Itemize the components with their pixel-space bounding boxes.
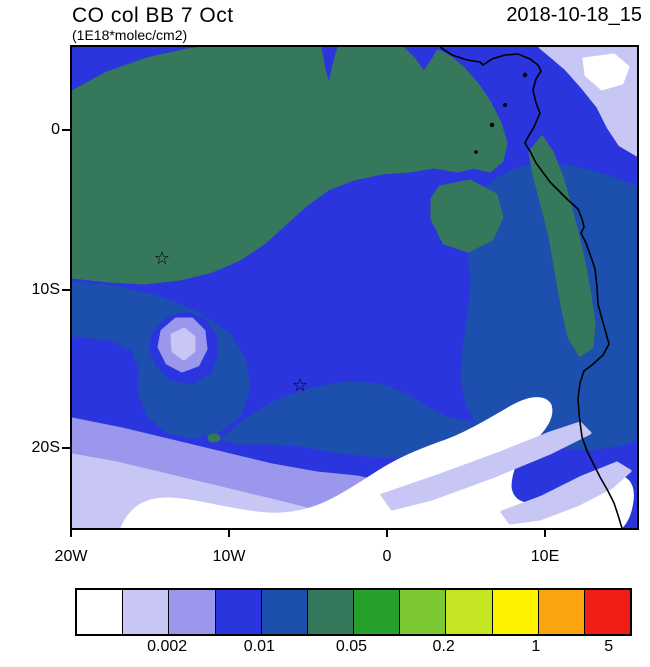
colorbar-cell: [77, 590, 124, 634]
contour-region-green-speck: [207, 433, 221, 443]
colorbar-cell: [307, 590, 355, 634]
colorbar-label: 0.002: [147, 638, 188, 655]
x-tick-label-10e: 10E: [530, 548, 560, 565]
map-frame: ☆ ☆: [70, 45, 639, 530]
contour-region-green-lobe: [430, 179, 504, 253]
contour-region-lavender-streak-1: [380, 421, 592, 511]
colorbar-cell: [169, 590, 216, 634]
y-axis-tick: [62, 129, 70, 131]
star-marker: ☆: [292, 375, 308, 396]
colorbar: [75, 588, 632, 636]
colorbar-labels: 0.002 0.01 0.05 0.2 1 5: [75, 638, 628, 658]
colorbar-label: 0.01: [243, 638, 275, 655]
y-axis-tick: [62, 289, 70, 291]
x-tick-label-0: 0: [382, 548, 392, 565]
island-dot: [489, 122, 495, 128]
colorbar-cell: [538, 590, 585, 634]
colorbar-label: 0.2: [432, 638, 455, 655]
y-tick-label-20s: 20S: [31, 439, 60, 456]
island-dot: [474, 150, 478, 154]
colorbar-cell: [261, 590, 308, 634]
colorbar-cell: [584, 590, 631, 634]
contour-region-lavender-streak-2: [500, 461, 632, 525]
colorbar-cell: [400, 590, 447, 634]
contour-region-swirl-lavender-core: [170, 327, 196, 361]
island-dot: [522, 72, 528, 78]
y-axis-tick: [62, 447, 70, 449]
y-tick-label-10s: 10S: [31, 281, 60, 298]
x-axis-tick: [70, 529, 72, 537]
colorbar-label: 1: [531, 638, 541, 655]
x-axis-tick: [228, 529, 230, 537]
page-title: CO col BB 7 Oct: [72, 4, 234, 27]
colorbar-cell: [215, 590, 262, 634]
colorbar-cell: [354, 590, 401, 634]
x-tick-label-10w: 10W: [212, 548, 246, 565]
contour-map: ☆ ☆: [72, 47, 637, 528]
y-tick-label-0: 0: [51, 121, 60, 138]
colorbar-cell: [446, 590, 493, 634]
colorbar-cell: [123, 590, 170, 634]
colorbar-cell: [492, 590, 539, 634]
colorbar-label: 5: [604, 638, 614, 655]
island-dot: [503, 103, 507, 107]
x-axis-tick: [544, 529, 546, 537]
coastline-path: [439, 47, 623, 528]
contour-region-white-northeast: [582, 53, 630, 91]
star-marker: ☆: [154, 248, 170, 269]
contour-region-green-north: [72, 47, 508, 285]
x-tick-label-20w: 20W: [54, 548, 88, 565]
timestamp-label: 2018-10-18_15: [506, 4, 642, 26]
x-axis-tick: [386, 529, 388, 537]
colorbar-label: 0.05: [335, 638, 368, 655]
units-subtitle: (1E18*molec/cm2): [72, 27, 188, 43]
